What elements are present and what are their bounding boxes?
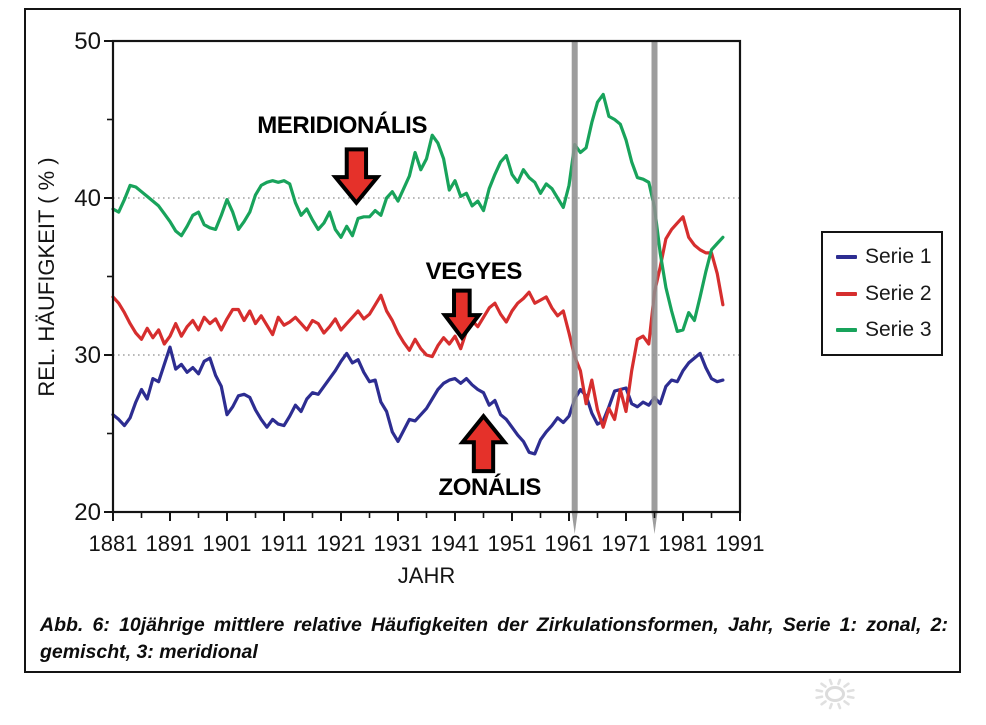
x-tick-label-1981: 1981: [659, 531, 708, 556]
legend-entry-serie-1: Serie 1: [836, 245, 941, 269]
arrow-down-icon: [440, 288, 483, 342]
arrow-down-icon: [331, 147, 382, 206]
series-line-serie-3: [111, 92, 725, 333]
x-tick-label-1881: 1881: [89, 531, 138, 556]
x-tick-label-1911: 1911: [260, 531, 307, 556]
annotation-zonalis: ZONÁLIS: [438, 474, 542, 502]
x-axis-title: JAHR: [398, 563, 455, 588]
axis-ticks: [104, 40, 741, 521]
annotation-meridionalis: MERIDIONÁLIS: [257, 111, 428, 139]
legend-entry-serie-2: Serie 2: [836, 282, 941, 306]
x-tick-label-1951: 1951: [488, 531, 537, 556]
axis-labels: 1881 1891 1901 1911 1921 1931 1941 1951 1961 1971…: [34, 28, 764, 588]
x-tick-label-1941: 1941: [431, 531, 480, 556]
annotation-arrows: [331, 147, 509, 474]
figure-frame: [24, 8, 961, 673]
event-bar-2: [651, 41, 658, 534]
y-tick-label-20: 20: [74, 499, 101, 526]
series-line-serie-2: [111, 215, 725, 429]
x-tick-label-1971: 1971: [602, 531, 651, 556]
y-tick-label-50: 50: [74, 28, 101, 55]
series-lines: [111, 92, 725, 456]
sun-watermark-icon: [815, 678, 855, 710]
x-tick-label-1891: 1891: [146, 531, 195, 556]
x-tick-label-1991: 1991: [716, 531, 765, 556]
legend-label-serie-3: Serie 3: [865, 317, 932, 341]
x-tick-label-1961: 1961: [545, 531, 594, 556]
legend-label-serie-1: Serie 1: [865, 245, 932, 269]
annotation-vegyes: VEGYES: [425, 257, 523, 285]
serie-3-line-swatch-icon: [836, 327, 857, 332]
series-line-serie-1: [111, 345, 725, 456]
x-tick-label-1921: 1921: [317, 531, 366, 556]
arrow-up-icon: [458, 413, 509, 474]
event-bars: [571, 41, 658, 534]
serie-2-line-swatch-icon: [836, 291, 857, 296]
y-axis-title: REL. HÄUFIGKEIT ( % ): [34, 157, 59, 396]
serie-1-line-swatch-icon: [836, 255, 857, 260]
x-tick-label-1901: 1901: [203, 531, 252, 556]
y-tick-label-40: 40: [74, 185, 101, 212]
legend: Serie 1 Serie 2 Serie 3: [821, 231, 943, 356]
legend-label-serie-2: Serie 2: [865, 281, 932, 305]
legend-entry-serie-3: Serie 3: [836, 318, 941, 342]
event-bar-1: [571, 41, 578, 534]
figure-caption: Abb. 6: 10jährige mittlere relative Häuf…: [40, 614, 948, 663]
x-tick-label-1931: 1931: [374, 531, 423, 556]
y-tick-label-30: 30: [74, 342, 101, 369]
